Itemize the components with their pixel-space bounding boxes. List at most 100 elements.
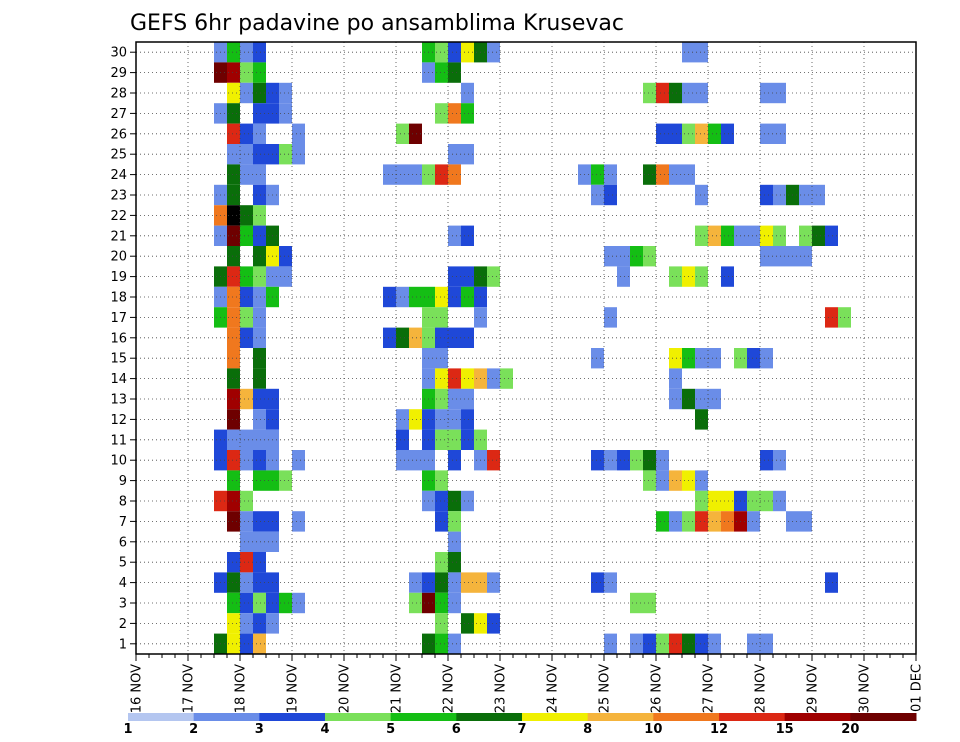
heatmap-cell: [409, 164, 422, 185]
heatmap-cell: [396, 429, 409, 450]
heatmap-cell: [253, 205, 266, 226]
heatmap-cell: [799, 246, 812, 267]
heatmap-cell: [708, 633, 721, 654]
heatmap-cell: [747, 348, 760, 369]
heatmap-cell: [656, 82, 669, 104]
heatmap-cell: [825, 307, 838, 328]
heatmap-cell: [760, 633, 773, 654]
heatmap-cell: [487, 368, 500, 389]
heatmap-cell: [227, 144, 240, 165]
heatmap-cell: [227, 633, 240, 654]
colorbar-swatch: [128, 713, 195, 721]
x-tick-label: 22 NOV: [442, 664, 457, 713]
heatmap-cell: [253, 225, 266, 246]
heatmap-cell: [656, 164, 669, 185]
heatmap-cell: [799, 184, 812, 206]
heatmap-cell: [448, 225, 461, 246]
heatmap-cell: [253, 103, 266, 124]
heatmap-cell: [448, 572, 461, 593]
colorbar-swatch: [522, 713, 589, 721]
y-tick-label: 14: [110, 372, 127, 387]
heatmap-cell: [253, 613, 266, 634]
heatmap-cell: [604, 184, 617, 206]
heatmap-cell: [227, 470, 240, 491]
heatmap-cell: [240, 572, 253, 593]
colorbar-swatch: [456, 713, 523, 721]
heatmap-cell: [240, 286, 253, 308]
y-tick-label: 16: [110, 331, 127, 346]
heatmap-cell: [435, 613, 448, 634]
heatmap-cell: [240, 62, 253, 83]
heatmap-cell: [253, 388, 266, 410]
heatmap-cell: [253, 164, 266, 185]
heatmap-cell: [240, 511, 253, 532]
heatmap-cell: [461, 82, 474, 104]
colorbar-label: 15: [776, 722, 794, 737]
heatmap-cell: [643, 246, 656, 267]
chart-title: GEFS 6hr padavine po ansamblima Krusevac: [130, 11, 624, 36]
heatmap-cell: [227, 511, 240, 532]
heatmap-cell: [253, 368, 266, 389]
colorbar-swatch: [784, 713, 851, 721]
heatmap-cell: [409, 592, 422, 614]
heatmap-cell: [695, 266, 708, 287]
heatmap-cell: [227, 246, 240, 267]
heatmap-cell: [227, 103, 240, 124]
heatmap-cell: [240, 42, 253, 63]
heatmap-cell: [227, 450, 240, 471]
heatmap-cell: [253, 82, 266, 104]
heatmap-cell: [448, 327, 461, 348]
heatmap-cell: [721, 225, 734, 246]
heatmap-cell: [396, 123, 409, 144]
heatmap-cell: [617, 450, 630, 471]
heatmap-cell: [461, 429, 474, 450]
heatmap-cell: [591, 164, 604, 185]
heatmap-cell: [227, 592, 240, 614]
heatmap-cell: [435, 409, 448, 430]
colorbar-swatch: [325, 713, 392, 721]
colorbar-swatch: [390, 713, 457, 721]
heatmap-cell: [760, 450, 773, 471]
heatmap-cell: [695, 490, 708, 512]
heatmap-cell: [435, 429, 448, 450]
y-tick-label: 8: [119, 495, 127, 510]
heatmap-cell: [708, 388, 721, 410]
colorbar-label: 12: [710, 722, 728, 737]
heatmap-cell: [383, 327, 396, 348]
heatmap-cell: [279, 246, 292, 267]
heatmap-cell: [760, 184, 773, 206]
heatmap-cell: [227, 552, 240, 573]
heatmap-cell: [435, 62, 448, 83]
heatmap-cell: [227, 82, 240, 104]
heatmap-cell: [435, 592, 448, 614]
heatmap-cell: [253, 266, 266, 287]
heatmap-cell: [695, 225, 708, 246]
heatmap-cell: [461, 42, 474, 63]
heatmap-cell: [279, 82, 292, 104]
heatmap-cell: [227, 490, 240, 512]
heatmap-cell: [708, 511, 721, 532]
heatmap-cell: [240, 450, 253, 471]
heatmap-cell: [695, 409, 708, 430]
heatmap-cell: [656, 123, 669, 144]
y-tick-label: 5: [119, 556, 127, 571]
x-tick-label: 18 NOV: [234, 664, 249, 713]
heatmap-cell: [292, 511, 305, 532]
heatmap-cell: [409, 123, 422, 144]
x-tick-label: 27 NOV: [702, 664, 717, 713]
heatmap-cell: [669, 633, 682, 654]
y-axis: 1234567891011121314151617181920212223242…: [110, 46, 136, 652]
heatmap-cell: [292, 592, 305, 614]
heatmap-cell: [604, 246, 617, 267]
y-tick-label: 1: [119, 637, 127, 652]
colorbar-swatch: [850, 713, 917, 721]
heatmap-cell: [240, 225, 253, 246]
y-tick-label: 3: [119, 597, 127, 612]
heatmap-cell: [656, 511, 669, 532]
heatmap-cell: [461, 103, 474, 124]
x-tick-label: 16 NOV: [130, 664, 145, 713]
y-tick-label: 20: [110, 250, 127, 265]
heatmap-cell: [435, 103, 448, 124]
y-tick-label: 13: [110, 393, 127, 408]
heatmap-cell: [643, 470, 656, 491]
